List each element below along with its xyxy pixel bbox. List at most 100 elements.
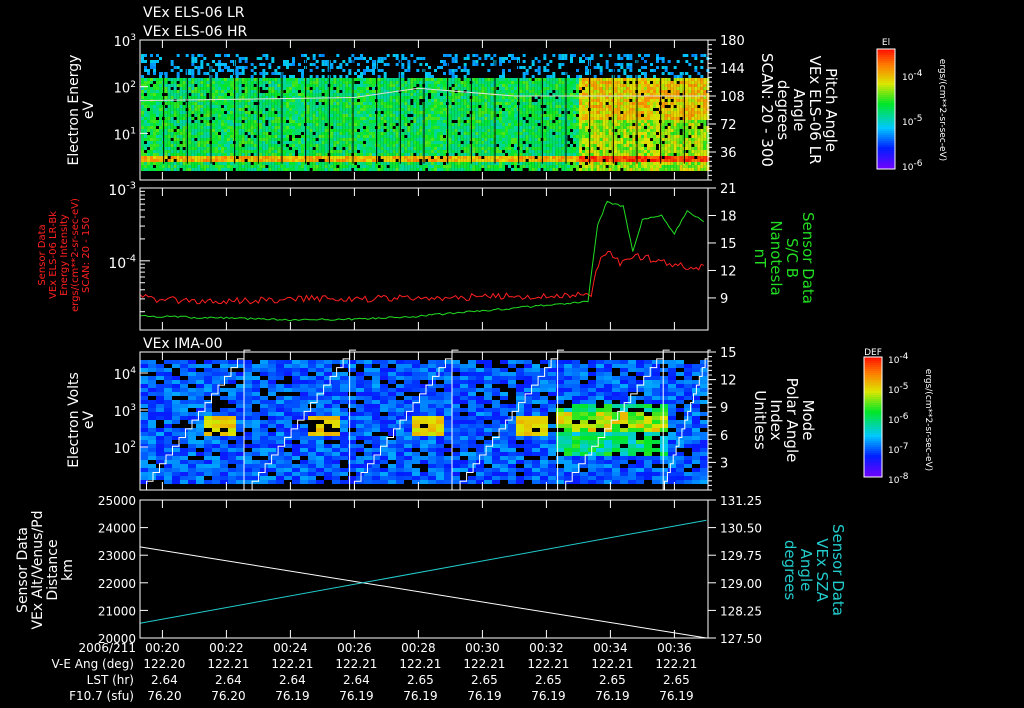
spectrogram-pixel [377,126,381,129]
spectrogram-pixel [487,102,491,105]
spectrogram-pixel [466,105,470,108]
spectrogram-pixel [224,66,227,69]
spectrogram-pixel [292,102,295,105]
spectrogram-pixel [410,93,414,96]
spectrogram-pixel [253,105,257,108]
spectrogram-pixel [573,147,576,150]
spectrogram-pixel [431,90,434,93]
spectrogram-pixel [549,111,553,114]
spectrogram-pixel [437,153,440,156]
spectrogram-pixel [466,81,470,84]
spectrogram-pixel [570,93,573,96]
spectrogram-pixel [360,168,363,171]
spectrogram-pixel [528,135,532,138]
spectrogram-pixel [164,162,168,165]
spectrogram-pixel [472,54,476,57]
spectrogram-pixel [410,96,414,99]
spectrogram-pixel [525,108,529,111]
spectrogram-pixel [191,75,195,78]
spectrogram-pixel [599,81,603,84]
spectrogram-pixel [354,120,357,123]
spectrogram-pixel [416,153,420,156]
spectrogram-pixel [259,102,263,105]
spectrogram-pixel [312,153,316,156]
spectrogram-pixel [141,126,144,129]
spectrogram-pixel [457,114,461,117]
spectrogram-pixel [274,159,278,162]
spectrogram-pixel [156,138,159,141]
spectrogram-pixel [150,102,153,105]
spectrogram-pixel [268,123,272,126]
spectrogram-pixel [561,123,565,126]
spectrogram-pixel [416,93,420,96]
spectrogram-pixel [227,132,230,135]
spectrogram-pixel [579,138,582,141]
spectrogram-pixel [274,150,278,153]
spectrogram-pixel [336,66,340,69]
spectrogram-pixel [188,102,192,105]
spectrogram-pixel [525,114,529,117]
spectrogram-pixel [218,120,221,123]
spectrogram-pixel [496,99,499,102]
spectrogram-pixel [366,81,369,84]
spectrogram-pixel [159,126,162,129]
spectrogram-pixel [176,102,180,105]
spectrogram-pixel [383,132,387,135]
spectrogram-pixel [599,93,603,96]
spectrogram-pixel [443,84,446,87]
spectrogram-pixel [552,165,556,168]
spectrogram-pixel [188,90,192,93]
spectrogram-pixel [431,117,434,120]
spectrogram-pixel [342,93,346,96]
spectrogram-pixel [141,117,144,120]
spectrogram-pixel [380,102,384,105]
spectrogram-pixel [188,135,192,138]
spectrogram-pixel [203,153,207,156]
spectrogram-pixel [292,60,295,63]
spectrogram-pixel [185,165,189,168]
spectrogram-pixel [144,105,147,108]
spectrogram-pixel [576,69,579,72]
spectrogram-pixel [404,81,408,84]
spectrogram-pixel [428,81,431,84]
spectrogram-pixel [466,96,470,99]
spectrogram-pixel [306,120,310,123]
spectrogram-pixel [253,150,257,153]
spectrogram-pixel [372,135,375,138]
spectrogram-pixel [312,114,316,117]
spectrogram-pixel [203,168,207,171]
spectrogram-pixel [478,78,482,81]
spectrogram-pixel [250,87,254,90]
spectrogram-pixel [170,147,174,150]
spectrogram-pixel [546,132,550,135]
spectrogram-pixel [274,165,278,168]
spectrogram-pixel [173,150,177,153]
spectrogram-pixel [552,114,556,117]
spectrogram-pixel [274,147,278,150]
spectrogram-pixel [141,105,144,108]
spectrogram-pixel [499,60,502,63]
spectrogram-pixel [519,111,523,114]
spectrogram-pixel [475,129,479,132]
spectrogram-pixel [265,153,269,156]
spectrogram-pixel [537,81,541,84]
spectrogram-pixel [395,168,399,171]
spectrogram-pixel [425,141,428,144]
spectrogram-pixel [428,72,431,75]
spectrogram-pixel [203,138,207,141]
spectrogram-pixel [407,90,411,93]
spectrogram-pixel [404,123,408,126]
spectrogram-pixel [410,117,414,120]
spectrogram-pixel [401,57,405,60]
spectrogram-pixel [224,156,227,159]
spectrogram-pixel [599,117,603,120]
spectrogram-pixel [197,93,201,96]
spectrogram-pixel [514,78,517,81]
spectrogram-pixel [596,120,600,123]
spectrogram-pixel [188,105,192,108]
spectrogram-pixel [443,132,446,135]
spectrogram-pixel [301,159,304,162]
spectrogram-pixel [215,114,218,117]
spectrogram-pixel [312,102,316,105]
spectrogram-pixel [357,93,360,96]
